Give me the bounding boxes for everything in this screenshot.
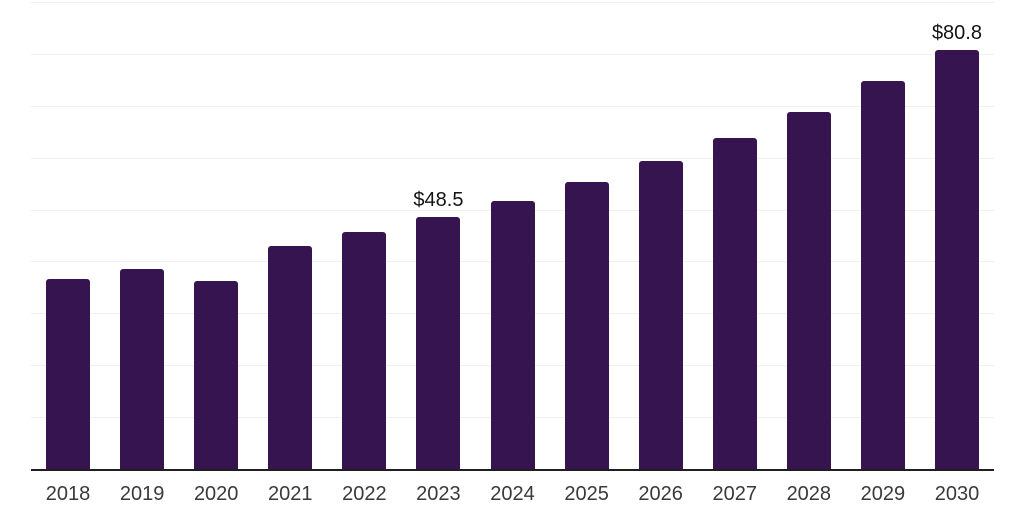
bar-2029 — [860, 81, 905, 469]
bar-slot-2029 — [846, 2, 920, 469]
x-tick-2019: 2019 — [119, 483, 165, 505]
bar-slot-2022 — [327, 2, 401, 469]
value-label-2030: $80.8 — [931, 21, 982, 44]
x-tick-2022: 2022 — [342, 483, 387, 505]
bar-slot-2020 — [179, 2, 253, 469]
bar-slot-2027 — [698, 2, 772, 469]
gridline — [31, 105, 994, 107]
bar-2030 — [934, 49, 979, 469]
bars-container: $48.5 $80.8 — [31, 2, 994, 469]
value-label-2023: $48.5 — [413, 189, 464, 212]
bar-slot-2026 — [624, 2, 698, 469]
bar-2018 — [46, 279, 91, 469]
bar-slot-2028 — [772, 2, 846, 469]
bar-slot-2019 — [105, 2, 179, 469]
x-tick-2018: 2018 — [45, 483, 91, 505]
x-tick-2026: 2026 — [638, 483, 683, 505]
x-tick-2028: 2028 — [786, 483, 832, 505]
bar-2025 — [564, 181, 609, 469]
bar-2020 — [194, 281, 239, 469]
bar-2019 — [120, 269, 165, 469]
x-tick-2030: 2030 — [934, 483, 980, 505]
bar-2022 — [342, 232, 387, 469]
bar-2021 — [268, 246, 313, 469]
x-tick-2025: 2025 — [564, 483, 609, 505]
bar-2024 — [490, 200, 535, 469]
bar-2026 — [638, 161, 683, 469]
gridline — [31, 53, 994, 55]
bar-2023 — [416, 217, 461, 469]
bar-slot-2024 — [475, 2, 549, 469]
bar-slot-2023: $48.5 — [401, 2, 475, 469]
bar-slot-2025 — [550, 2, 624, 469]
x-tick-2027: 2027 — [712, 483, 757, 505]
x-tick-2023: 2023 — [416, 483, 461, 505]
bar-slot-2018 — [31, 2, 105, 469]
x-axis-tick-labels: 2018 2019 2020 2021 2022 2023 2024 2025 2026 2027… — [31, 484, 994, 504]
plot-area: $48.5 $80.8 — [31, 2, 994, 471]
gridline — [31, 157, 994, 159]
x-tick-2029: 2029 — [860, 483, 906, 505]
bar-2028 — [786, 112, 831, 469]
bar-2027 — [712, 137, 757, 469]
x-tick-2021: 2021 — [268, 483, 313, 505]
gridline — [31, 2, 994, 3]
x-tick-2024: 2024 — [490, 483, 535, 505]
bar-slot-2030: $80.8 — [920, 2, 994, 469]
x-tick-2020: 2020 — [193, 483, 239, 505]
bar-slot-2021 — [253, 2, 327, 469]
